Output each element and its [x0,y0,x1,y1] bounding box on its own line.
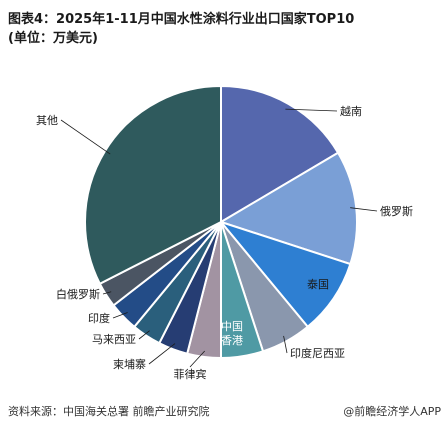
pie-leader-line [189,350,205,368]
pie-leader-line [283,335,288,354]
pie-slice-label: 白俄罗斯 [56,287,100,301]
pie-leader-line [60,119,111,155]
pie-leader-line [148,343,176,365]
source-note: 资料来源：中国海关总署 前瞻产业研究院 [8,405,210,418]
pie-slice-label: 泰国 [307,277,329,291]
pie-leader-line [350,207,378,212]
pie-slice-label: 越南 [340,104,362,118]
pie-leader-line [112,312,128,319]
pie-slices [84,84,358,360]
pie-slice-label: 印度尼西亚 [290,346,345,360]
pie-slice-label: 柬埔寨 [113,357,146,371]
pie-slice-label: 马来西亚 [92,333,136,346]
pie-slice [220,84,340,224]
pie-slice-label: 其他 [36,114,58,127]
chart-title-line1: 图表4：2025年1-11月中国水性涂料行业出口国家TOP10 [8,12,355,27]
brand-watermark: @前瞻经济学人APP [343,405,441,418]
pie-slice-label: 菲律宾 [174,367,207,381]
pie-slice-label: 印度 [88,311,110,325]
pie-slice [218,151,358,266]
chart-title: 图表4：2025年1-11月中国水性涂料行业出口国家TOP10 (单位：万美元) [8,10,438,48]
chart-title-line2: (单位：万美元) [8,31,98,46]
pie-slice-label: 中国香港 [221,320,243,347]
pie-leader-line [138,330,150,340]
footer: 资料来源：中国海关总署 前瞻产业研究院 @前瞻经济学人APP [8,403,441,419]
pie-leader-line [102,291,112,295]
pie-leader-line [285,108,338,112]
pie-slice-label: 俄罗斯 [380,205,413,218]
